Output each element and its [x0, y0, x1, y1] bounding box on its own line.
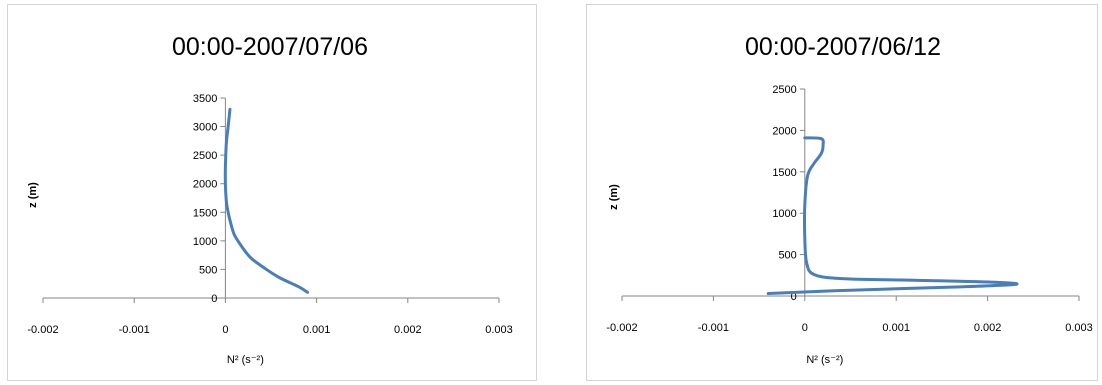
- x-tick-label: 0.003: [485, 324, 513, 336]
- chart-right: 00:00-2007/06/12 -0.002 -0.001 0 0.001 0.002 0…: [606, 33, 1093, 366]
- y-tick-label: 2000: [193, 179, 217, 191]
- x-tick-label: 0.002: [394, 324, 422, 336]
- series-line: [766, 136, 1019, 296]
- x-tick-label: 0: [222, 324, 228, 336]
- chart-left: 00:00-2007/07/06 -0.002 -0.001 0 0.001 0.002 0…: [27, 33, 513, 366]
- x-tick-label: 0: [802, 322, 808, 334]
- x-tick-label: 0.003: [1065, 322, 1093, 334]
- y-axis-label: z (m): [27, 182, 39, 208]
- y-tick-label: 1000: [772, 208, 796, 220]
- x-tick-label: -0.002: [606, 322, 637, 334]
- y-tick-label: 2500: [772, 84, 796, 96]
- x-tick-label: 0.002: [974, 322, 1002, 334]
- y-tick-label: 3000: [193, 122, 217, 134]
- chart-title: 00:00-2007/06/12: [745, 33, 941, 61]
- x-tick-label: 0.001: [303, 324, 331, 336]
- x-tick-label: -0.001: [698, 322, 729, 334]
- x-tick-label: 0.001: [882, 322, 910, 334]
- chart-panel-right: 00:00-2007/06/12 -0.002 -0.001 0 0.001 0.002 0…: [586, 4, 1098, 381]
- x-axis-label: N² (s⁻²): [227, 354, 264, 366]
- x-tick-label: -0.002: [27, 324, 58, 336]
- y-tick-label: 500: [778, 250, 796, 262]
- y-tick-label: 2000: [772, 125, 796, 137]
- y-tick-label: 1000: [193, 236, 217, 248]
- x-axis-label: N² (s⁻²): [806, 354, 843, 366]
- y-tick-label: 2500: [193, 150, 217, 162]
- y-tick-label: 1500: [193, 207, 217, 219]
- chart-title: 00:00-2007/07/06: [172, 33, 368, 61]
- y-tick-label: 0: [791, 291, 797, 303]
- y-tick-label: 3500: [193, 93, 217, 105]
- y-tick-label: 0: [211, 293, 217, 305]
- chart-panel-left: 00:00-2007/07/06 -0.002 -0.001 0 0.001 0.002 0…: [7, 4, 537, 381]
- x-tick-label: -0.001: [119, 324, 150, 336]
- y-axis-label: z (m): [608, 184, 620, 210]
- y-tick-label: 500: [199, 264, 217, 276]
- series-line: [223, 107, 309, 294]
- y-tick-label: 1500: [772, 167, 796, 179]
